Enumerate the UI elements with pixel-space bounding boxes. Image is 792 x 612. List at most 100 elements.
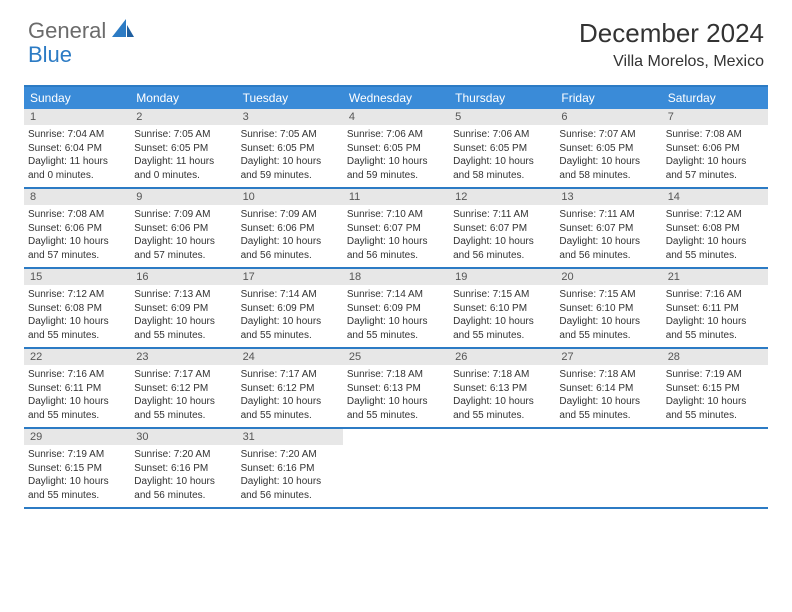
sunset-text: Sunset: 6:15 PM <box>28 462 126 476</box>
day-number: 12 <box>449 189 555 205</box>
day-number: 17 <box>237 269 343 285</box>
day-cell: 5Sunrise: 7:06 AMSunset: 6:05 PMDaylight… <box>449 109 555 187</box>
sunrise-text: Sunrise: 7:14 AM <box>347 288 445 302</box>
sunset-text: Sunset: 6:10 PM <box>453 302 551 316</box>
sunset-text: Sunset: 6:07 PM <box>559 222 657 236</box>
daylight-text: Daylight: 10 hours and 55 minutes. <box>134 395 232 422</box>
day-body: Sunrise: 7:15 AMSunset: 6:10 PMDaylight:… <box>449 285 555 346</box>
week-row: 15Sunrise: 7:12 AMSunset: 6:08 PMDayligh… <box>24 269 768 349</box>
sunset-text: Sunset: 6:06 PM <box>134 222 232 236</box>
day-cell: 25Sunrise: 7:18 AMSunset: 6:13 PMDayligh… <box>343 349 449 427</box>
day-number: 3 <box>237 109 343 125</box>
sunset-text: Sunset: 6:09 PM <box>347 302 445 316</box>
sunrise-text: Sunrise: 7:09 AM <box>241 208 339 222</box>
page-header: General December 2024 Villa Morelos, Mex… <box>0 0 792 79</box>
daylight-text: Daylight: 10 hours and 55 minutes. <box>453 315 551 342</box>
day-cell: 13Sunrise: 7:11 AMSunset: 6:07 PMDayligh… <box>555 189 661 267</box>
month-title: December 2024 <box>579 18 764 49</box>
day-number: 27 <box>555 349 661 365</box>
day-cell: 27Sunrise: 7:18 AMSunset: 6:14 PMDayligh… <box>555 349 661 427</box>
week-row: 29Sunrise: 7:19 AMSunset: 6:15 PMDayligh… <box>24 429 768 509</box>
day-cell: 28Sunrise: 7:19 AMSunset: 6:15 PMDayligh… <box>662 349 768 427</box>
day-number: 31 <box>237 429 343 445</box>
day-body: Sunrise: 7:17 AMSunset: 6:12 PMDaylight:… <box>237 365 343 426</box>
day-cell: 23Sunrise: 7:17 AMSunset: 6:12 PMDayligh… <box>130 349 236 427</box>
sunrise-text: Sunrise: 7:15 AM <box>559 288 657 302</box>
day-number: 15 <box>24 269 130 285</box>
sunrise-text: Sunrise: 7:12 AM <box>28 288 126 302</box>
day-body: Sunrise: 7:11 AMSunset: 6:07 PMDaylight:… <box>555 205 661 266</box>
daylight-text: Daylight: 10 hours and 56 minutes. <box>453 235 551 262</box>
daylight-text: Daylight: 10 hours and 57 minutes. <box>134 235 232 262</box>
day-cell: 26Sunrise: 7:18 AMSunset: 6:13 PMDayligh… <box>449 349 555 427</box>
daylight-text: Daylight: 10 hours and 57 minutes. <box>666 155 764 182</box>
sunrise-text: Sunrise: 7:07 AM <box>559 128 657 142</box>
day-body: Sunrise: 7:20 AMSunset: 6:16 PMDaylight:… <box>237 445 343 506</box>
sunset-text: Sunset: 6:08 PM <box>28 302 126 316</box>
day-number: 7 <box>662 109 768 125</box>
day-body: Sunrise: 7:06 AMSunset: 6:05 PMDaylight:… <box>449 125 555 186</box>
day-cell: 4Sunrise: 7:06 AMSunset: 6:05 PMDaylight… <box>343 109 449 187</box>
day-cell <box>343 429 449 507</box>
sunset-text: Sunset: 6:05 PM <box>453 142 551 156</box>
day-body: Sunrise: 7:09 AMSunset: 6:06 PMDaylight:… <box>130 205 236 266</box>
daylight-text: Daylight: 10 hours and 55 minutes. <box>559 395 657 422</box>
sunrise-text: Sunrise: 7:06 AM <box>453 128 551 142</box>
daylight-text: Daylight: 10 hours and 55 minutes. <box>666 315 764 342</box>
sunset-text: Sunset: 6:11 PM <box>28 382 126 396</box>
sunset-text: Sunset: 6:05 PM <box>241 142 339 156</box>
day-number: 11 <box>343 189 449 205</box>
daylight-text: Daylight: 10 hours and 56 minutes. <box>241 475 339 502</box>
daylight-text: Daylight: 10 hours and 56 minutes. <box>241 235 339 262</box>
day-cell: 15Sunrise: 7:12 AMSunset: 6:08 PMDayligh… <box>24 269 130 347</box>
day-number: 4 <box>343 109 449 125</box>
daylight-text: Daylight: 10 hours and 55 minutes. <box>241 315 339 342</box>
logo: General <box>28 18 136 44</box>
day-number: 5 <box>449 109 555 125</box>
day-body: Sunrise: 7:05 AMSunset: 6:05 PMDaylight:… <box>237 125 343 186</box>
day-cell <box>662 429 768 507</box>
sunset-text: Sunset: 6:16 PM <box>241 462 339 476</box>
sunset-text: Sunset: 6:05 PM <box>347 142 445 156</box>
day-header: Saturday <box>662 87 768 109</box>
sunset-text: Sunset: 6:14 PM <box>559 382 657 396</box>
day-body: Sunrise: 7:18 AMSunset: 6:13 PMDaylight:… <box>343 365 449 426</box>
sunrise-text: Sunrise: 7:16 AM <box>666 288 764 302</box>
day-body: Sunrise: 7:07 AMSunset: 6:05 PMDaylight:… <box>555 125 661 186</box>
sunset-text: Sunset: 6:05 PM <box>134 142 232 156</box>
day-body: Sunrise: 7:12 AMSunset: 6:08 PMDaylight:… <box>24 285 130 346</box>
day-number: 23 <box>130 349 236 365</box>
day-cell: 16Sunrise: 7:13 AMSunset: 6:09 PMDayligh… <box>130 269 236 347</box>
week-row: 1Sunrise: 7:04 AMSunset: 6:04 PMDaylight… <box>24 109 768 189</box>
day-number: 20 <box>555 269 661 285</box>
sunrise-text: Sunrise: 7:16 AM <box>28 368 126 382</box>
daylight-text: Daylight: 11 hours and 0 minutes. <box>28 155 126 182</box>
day-number: 16 <box>130 269 236 285</box>
sunset-text: Sunset: 6:04 PM <box>28 142 126 156</box>
sunrise-text: Sunrise: 7:17 AM <box>241 368 339 382</box>
sunrise-text: Sunrise: 7:12 AM <box>666 208 764 222</box>
daylight-text: Daylight: 10 hours and 56 minutes. <box>559 235 657 262</box>
location-label: Villa Morelos, Mexico <box>579 53 764 71</box>
sunset-text: Sunset: 6:08 PM <box>666 222 764 236</box>
sunset-text: Sunset: 6:12 PM <box>241 382 339 396</box>
daylight-text: Daylight: 10 hours and 55 minutes. <box>559 315 657 342</box>
sunset-text: Sunset: 6:07 PM <box>453 222 551 236</box>
daylight-text: Daylight: 10 hours and 55 minutes. <box>241 395 339 422</box>
day-body: Sunrise: 7:17 AMSunset: 6:12 PMDaylight:… <box>130 365 236 426</box>
daylight-text: Daylight: 10 hours and 55 minutes. <box>28 395 126 422</box>
sunset-text: Sunset: 6:09 PM <box>241 302 339 316</box>
daylight-text: Daylight: 10 hours and 59 minutes. <box>347 155 445 182</box>
sunset-text: Sunset: 6:06 PM <box>241 222 339 236</box>
day-body: Sunrise: 7:08 AMSunset: 6:06 PMDaylight:… <box>662 125 768 186</box>
daylight-text: Daylight: 10 hours and 58 minutes. <box>559 155 657 182</box>
day-cell: 17Sunrise: 7:14 AMSunset: 6:09 PMDayligh… <box>237 269 343 347</box>
day-cell: 31Sunrise: 7:20 AMSunset: 6:16 PMDayligh… <box>237 429 343 507</box>
day-body: Sunrise: 7:08 AMSunset: 6:06 PMDaylight:… <box>24 205 130 266</box>
day-number: 10 <box>237 189 343 205</box>
day-header: Tuesday <box>237 87 343 109</box>
sunrise-text: Sunrise: 7:05 AM <box>241 128 339 142</box>
day-cell: 3Sunrise: 7:05 AMSunset: 6:05 PMDaylight… <box>237 109 343 187</box>
sunset-text: Sunset: 6:15 PM <box>666 382 764 396</box>
day-number: 30 <box>130 429 236 445</box>
